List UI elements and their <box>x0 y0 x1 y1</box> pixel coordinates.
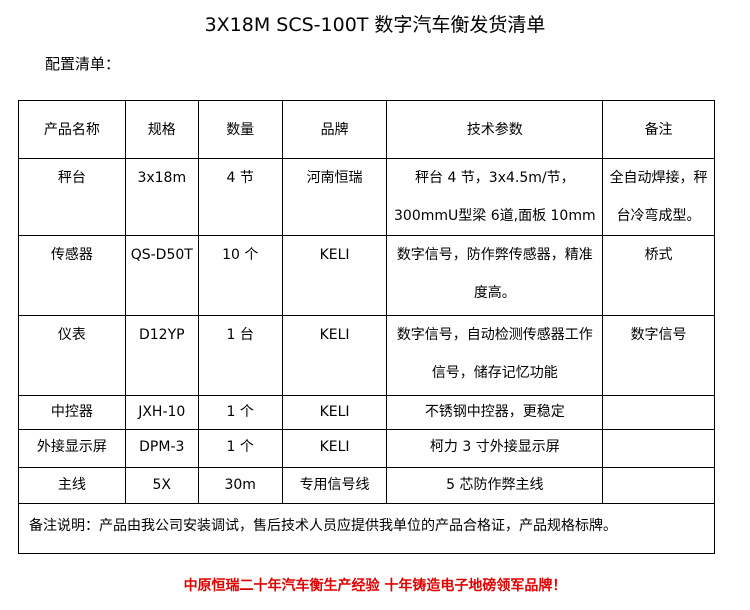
table-row: 传感器 QS-D50T 10 个 KELI 数字信号，防作弊传感器，精准度高。 桥式 <box>18 235 715 316</box>
cell <box>602 467 715 504</box>
cell: KELI <box>281 395 388 430</box>
header-cell: 技术参数 <box>386 100 604 159</box>
cell: 1 台 <box>197 315 283 396</box>
table-row: 中控器 JXH-10 1 个 KELI 不锈钢中控器，更稳定 <box>18 395 715 430</box>
cell: 10 个 <box>197 235 283 316</box>
cell: 数字信号，自动检测传感器工作信号，储存记忆功能 <box>386 315 604 396</box>
cell: 秤台 4 节，3x4.5m/节，300mmU型梁 6道,面板 10mm <box>386 158 604 236</box>
header-cell: 产品名称 <box>18 100 126 159</box>
cell: 秤台 <box>18 158 126 236</box>
cell: 专用信号线 <box>281 467 388 504</box>
cell: 5X <box>124 467 199 504</box>
header-cell: 规格 <box>124 100 199 159</box>
cell: 桥式 <box>602 235 715 316</box>
subtitle: 配置清单： <box>45 55 121 73</box>
cell <box>602 395 715 430</box>
cell: 中控器 <box>18 395 126 430</box>
cell: 仪表 <box>18 315 126 396</box>
cell: 不锈钢中控器，更稳定 <box>386 395 604 430</box>
header-cell: 备注 <box>602 100 715 159</box>
cell: 数字信号 <box>602 315 715 396</box>
cell: KELI <box>281 429 388 468</box>
cell: 传感器 <box>18 235 126 316</box>
cell: 30m <box>197 467 283 504</box>
cell: 4 节 <box>197 158 283 236</box>
cell: 柯力 3 寸外接显示屏 <box>386 429 604 468</box>
cell: 3x18m <box>124 158 199 236</box>
cell: KELI <box>281 315 388 396</box>
table-row: 仪表 D12YP 1 台 KELI 数字信号，自动检测传感器工作信号，储存记忆功能 数字信… <box>18 315 715 396</box>
cell: KELI <box>281 235 388 316</box>
table-row: 主线 5X 30m 专用信号线 5 芯防作弊主线 <box>18 467 715 504</box>
cell: 河南恒瑞 <box>281 158 388 236</box>
header-row: 产品名称 规格 数量 品牌 技术参数 备注 <box>18 100 715 159</box>
cell: 全自动焊接，秤台冷弯成型。 <box>602 158 715 236</box>
table-row: 秤台 3x18m 4 节河南恒瑞 秤台 4 节，3x4.5m/节，300mmU型梁 6… <box>18 158 715 236</box>
cell <box>602 429 715 468</box>
shipping-table: 产品名称 规格 数量 品牌 技术参数 备注 秤台 3x18m 4 节河南恒瑞 秤台 4… <box>18 100 715 554</box>
cell: 5 芯防作弊主线 <box>386 467 604 504</box>
page-title: 3X18M SCS-100T 数字汽车衡发货清单 <box>204 14 546 36</box>
cell: QS-D50T <box>124 235 199 316</box>
header-cell: 品牌 <box>281 100 388 159</box>
header-cell: 数量 <box>197 100 283 159</box>
note-row: 备注说明：产品由我公司安装调试，售后技术人员应提供我单位的产品合格证，产品规格标… <box>18 503 715 554</box>
cell: D12YP <box>124 315 199 396</box>
cell: JXH-10 <box>124 395 199 430</box>
cell: 1 个 <box>197 429 283 468</box>
cell: DPM-3 <box>124 429 199 468</box>
note-text: 备注说明：产品由我公司安装调试，售后技术人员应提供我单位的产品合格证，产品规格标… <box>18 503 715 554</box>
cell: 数字信号，防作弊传感器，精准度高。 <box>386 235 604 316</box>
cell: 主线 <box>18 467 126 504</box>
footer-slogan: 中原恒瑞二十年汽车衡生产经验 十年铸造电子地磅领军品牌！ <box>183 578 567 594</box>
cell: 1 个 <box>197 395 283 430</box>
table-row: 外接显示屏 DPM-3 1 个 KELI 柯力 3 寸外接显示屏 <box>18 429 715 468</box>
cell: 外接显示屏 <box>18 429 126 468</box>
